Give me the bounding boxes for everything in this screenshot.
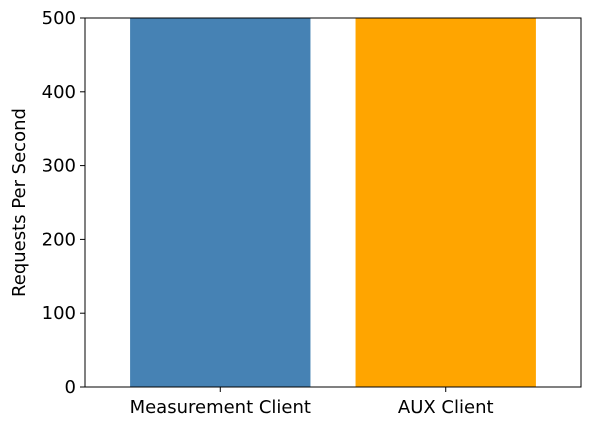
y-tick-label: 200 <box>42 229 76 250</box>
plot-frame <box>84 17 582 388</box>
x-tick-label: Measurement Client <box>130 397 311 418</box>
x-tick-label: AUX Client <box>398 397 494 418</box>
bars-group <box>130 18 536 387</box>
y-tick-label: 500 <box>42 8 76 29</box>
y-axis: 0 100 200 300 400 500 <box>42 8 85 398</box>
y-axis-label: Requests Per Second <box>9 108 30 297</box>
x-axis: Measurement Client AUX Client <box>130 387 494 418</box>
bar-aux-client <box>355 18 536 387</box>
y-tick-label: 100 <box>42 303 76 324</box>
y-tick-label: 0 <box>65 377 76 398</box>
y-tick-label: 300 <box>42 156 76 177</box>
y-tick-label: 400 <box>42 82 76 103</box>
bar-measurement-client <box>130 18 311 387</box>
